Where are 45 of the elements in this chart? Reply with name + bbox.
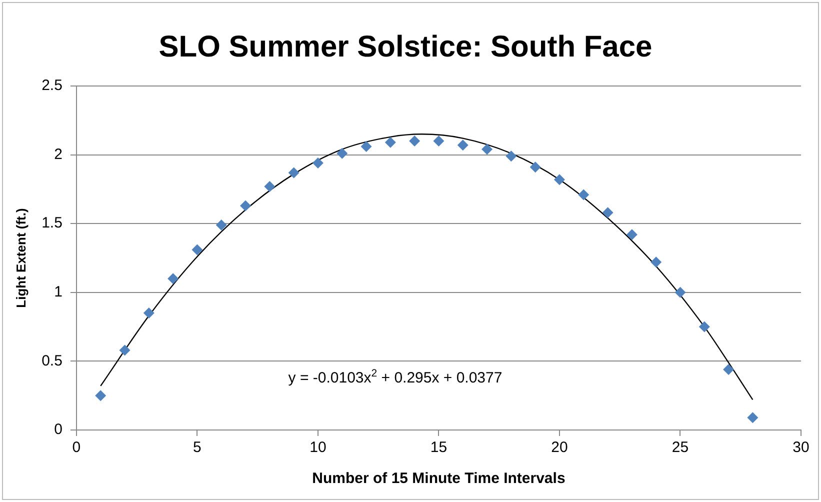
y-axis-title: Light Extent (ft.) <box>13 208 28 308</box>
point <box>360 141 372 152</box>
point <box>264 180 276 192</box>
point <box>192 244 203 256</box>
point <box>723 364 734 375</box>
point <box>578 189 590 200</box>
point <box>433 136 444 147</box>
x-tick-label: 20 <box>551 439 568 456</box>
point <box>626 229 638 240</box>
y-tick-label: 1.5 <box>42 214 62 232</box>
x-tick-label: 30 <box>792 439 810 456</box>
x-tick-label: 0 <box>72 439 81 456</box>
point <box>457 140 468 151</box>
y-tick-label: 0 <box>54 421 62 438</box>
point <box>288 167 300 178</box>
x-tick-label: 25 <box>672 439 689 456</box>
point <box>336 148 348 159</box>
y-tick-label: 2.5 <box>42 77 62 94</box>
point <box>674 286 686 298</box>
point <box>312 158 324 169</box>
x-tick-label: 15 <box>430 439 448 456</box>
x-tick-label: 10 <box>310 439 326 456</box>
x-axis-title: Number of 15 Minute Time Intervals <box>312 470 566 488</box>
point <box>698 321 710 332</box>
point <box>216 219 227 230</box>
y-tick-label: 2 <box>54 146 62 163</box>
point <box>240 200 252 212</box>
point <box>143 308 154 319</box>
y-tick-label: 1 <box>54 284 62 301</box>
point <box>747 412 758 424</box>
point <box>650 256 662 268</box>
point <box>602 207 614 218</box>
point <box>119 344 130 356</box>
point <box>168 273 179 284</box>
y-tick-label: 0.5 <box>42 352 62 370</box>
line-series <box>100 134 754 400</box>
point <box>384 136 396 148</box>
point <box>506 150 517 162</box>
x-tick-label: 5 <box>193 439 202 456</box>
point <box>554 174 565 186</box>
point <box>409 136 420 147</box>
point <box>95 390 106 402</box>
point <box>482 144 493 155</box>
chart-title: SLO Summer Solstice: South Face <box>158 30 652 64</box>
point <box>530 162 541 173</box>
